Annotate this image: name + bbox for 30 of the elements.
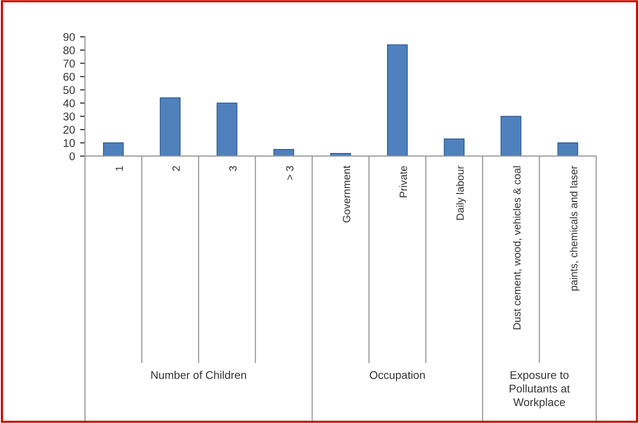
x-tick-label: Government [342, 166, 350, 222]
text: Exposure to Pollutants at Workplace [510, 371, 570, 408]
bar [500, 116, 522, 156]
text: Occupation [370, 370, 425, 382]
bar [216, 102, 238, 156]
x-tick-label: 2 [172, 166, 180, 171]
y-tick-label: 60 [63, 72, 75, 81]
y-tick-label: 10 [64, 139, 75, 147]
x-tick-label: Private [399, 166, 407, 198]
y-tick-label: 30 [63, 112, 75, 120]
y-tick-label: 80 [63, 46, 75, 54]
text: Number of Children [151, 370, 246, 379]
x-tick-label: 1 [116, 166, 123, 171]
bar [387, 44, 408, 156]
x-tick-label: Daily labour [456, 166, 466, 220]
bar [444, 138, 465, 156]
y-tick-label: 0 [70, 152, 75, 160]
y-tick-label: 90 [63, 33, 75, 41]
y-tick-label: 70 [63, 60, 75, 68]
x-tick-label: paints, chemicals and laser [570, 166, 580, 291]
x-tick-label: 3 [229, 166, 237, 172]
bar [103, 142, 124, 156]
y-tick-label: 20 [63, 126, 75, 134]
y-tick-label: 40 [63, 99, 75, 108]
bar [160, 97, 181, 156]
bar [273, 149, 294, 156]
y-tick-label: 50 [63, 86, 75, 94]
bar [557, 142, 578, 156]
x-tick-label: > 3 [286, 166, 294, 180]
x-tick-label: Dust cement, wood, vehicles & coal [512, 166, 522, 330]
